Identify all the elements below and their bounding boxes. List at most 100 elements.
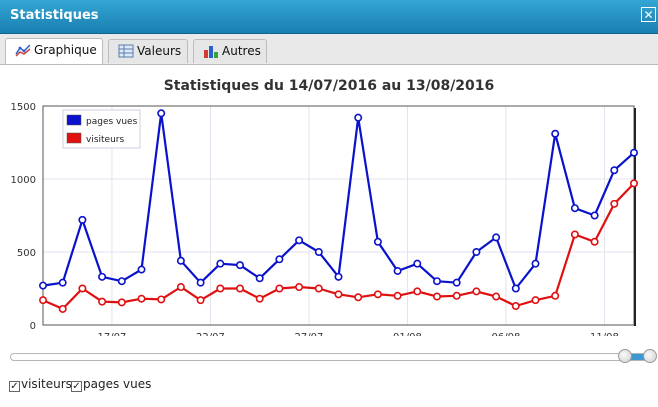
data-point [98,297,107,306]
data-point [590,237,599,246]
data-point [629,179,638,188]
data-point [314,284,323,293]
checkbox-pages-vues-box[interactable]: ✓ [71,381,82,392]
legend-swatch [66,114,82,126]
slider-end-handle[interactable] [643,349,657,363]
data-point [432,277,441,286]
data-point [413,287,422,296]
data-point [78,215,87,224]
data-point [629,148,638,157]
tab-valeurs[interactable]: Valeurs [108,39,188,63]
data-point [38,296,47,305]
data-point [610,166,619,175]
data-point [236,284,245,293]
data-point [58,278,67,287]
data-point [137,294,146,303]
window-title: Statistiques [10,8,99,23]
data-point [531,259,540,268]
data-point [610,199,619,208]
x-tick-label: 22/07 [196,332,225,336]
tab-label: Valeurs [137,44,182,58]
data-point [492,292,501,301]
data-point [117,277,126,286]
data-point [196,296,205,305]
data-point [511,302,520,311]
data-point [295,236,304,245]
tab-graphique[interactable]: Graphique [5,38,103,64]
data-point [393,266,402,275]
data-point [236,261,245,270]
data-point [334,290,343,299]
data-point [314,248,323,257]
data-point [196,278,205,287]
data-point [472,287,481,296]
tab-label: Graphique [34,43,97,57]
data-point [472,248,481,257]
bar-chart-icon [204,46,218,58]
y-tick-label: 1500 [11,102,36,113]
data-point [373,237,382,246]
y-tick-label: 1000 [11,175,36,186]
data-point [432,292,441,301]
data-point [78,284,87,293]
y-tick-label: 500 [17,248,36,259]
legend-label: pages vues [86,117,138,127]
slider-start-handle[interactable] [618,349,632,363]
date-range-slider-track[interactable] [10,353,655,361]
data-point [590,211,599,220]
data-point [176,256,185,265]
checkbox-visiteurs[interactable]: ✓ visiteurs [9,377,72,392]
legend-label: visiteurs [86,135,124,145]
x-tick-label: 01/08 [393,332,422,336]
table-icon [118,44,134,58]
window-titlebar: Statistiques ✕ [0,0,658,34]
data-point [334,272,343,281]
data-point [570,204,579,213]
data-point [354,113,363,122]
data-point [275,284,284,293]
close-icon[interactable]: ✕ [641,7,656,22]
data-point [58,304,67,313]
data-point [157,295,166,304]
statistics-line-chart: 0 500 1000 1500 17/07 22/07 27/07 01/08 06/08 11/… [11,102,638,336]
date-range-slider-selection [625,354,651,360]
x-tick-label: 11/08 [590,332,619,336]
data-point [137,265,146,274]
chart-title: Statistiques du 14/07/2016 au 13/08/2016 [163,78,495,94]
checkbox-label: pages vues [83,377,152,391]
data-point [98,272,107,281]
data-point [551,291,560,300]
x-tick-label: 27/07 [295,332,324,336]
tab-autres[interactable]: Autres [193,39,267,63]
x-tick-label: 17/07 [98,332,127,336]
y-tick-label: 0 [30,321,36,332]
legend-swatch [66,132,82,144]
plot-area [43,106,634,325]
data-point [570,230,579,239]
tab-label: Autres [222,44,261,58]
data-point [295,283,304,292]
data-point [551,129,560,138]
data-point [531,296,540,305]
data-point [354,293,363,302]
tab-bar: Graphique Valeurs Autres [0,34,658,65]
data-point [373,290,382,299]
data-point [492,233,501,242]
checkbox-label: visiteurs [21,377,72,391]
data-point [176,283,185,292]
line-chart-icon [15,44,31,57]
checkbox-visiteurs-box[interactable]: ✓ [9,381,20,392]
checkbox-pages-vues[interactable]: ✓ pages vues [71,377,152,392]
data-point [117,298,126,307]
data-point [452,278,461,287]
data-point [393,291,402,300]
data-point [255,294,264,303]
data-point [413,259,422,268]
data-point [38,281,47,290]
data-point [255,274,264,283]
data-point [216,284,225,293]
data-point [216,259,225,268]
data-point [275,255,284,264]
data-point [452,291,461,300]
data-point [511,284,520,293]
